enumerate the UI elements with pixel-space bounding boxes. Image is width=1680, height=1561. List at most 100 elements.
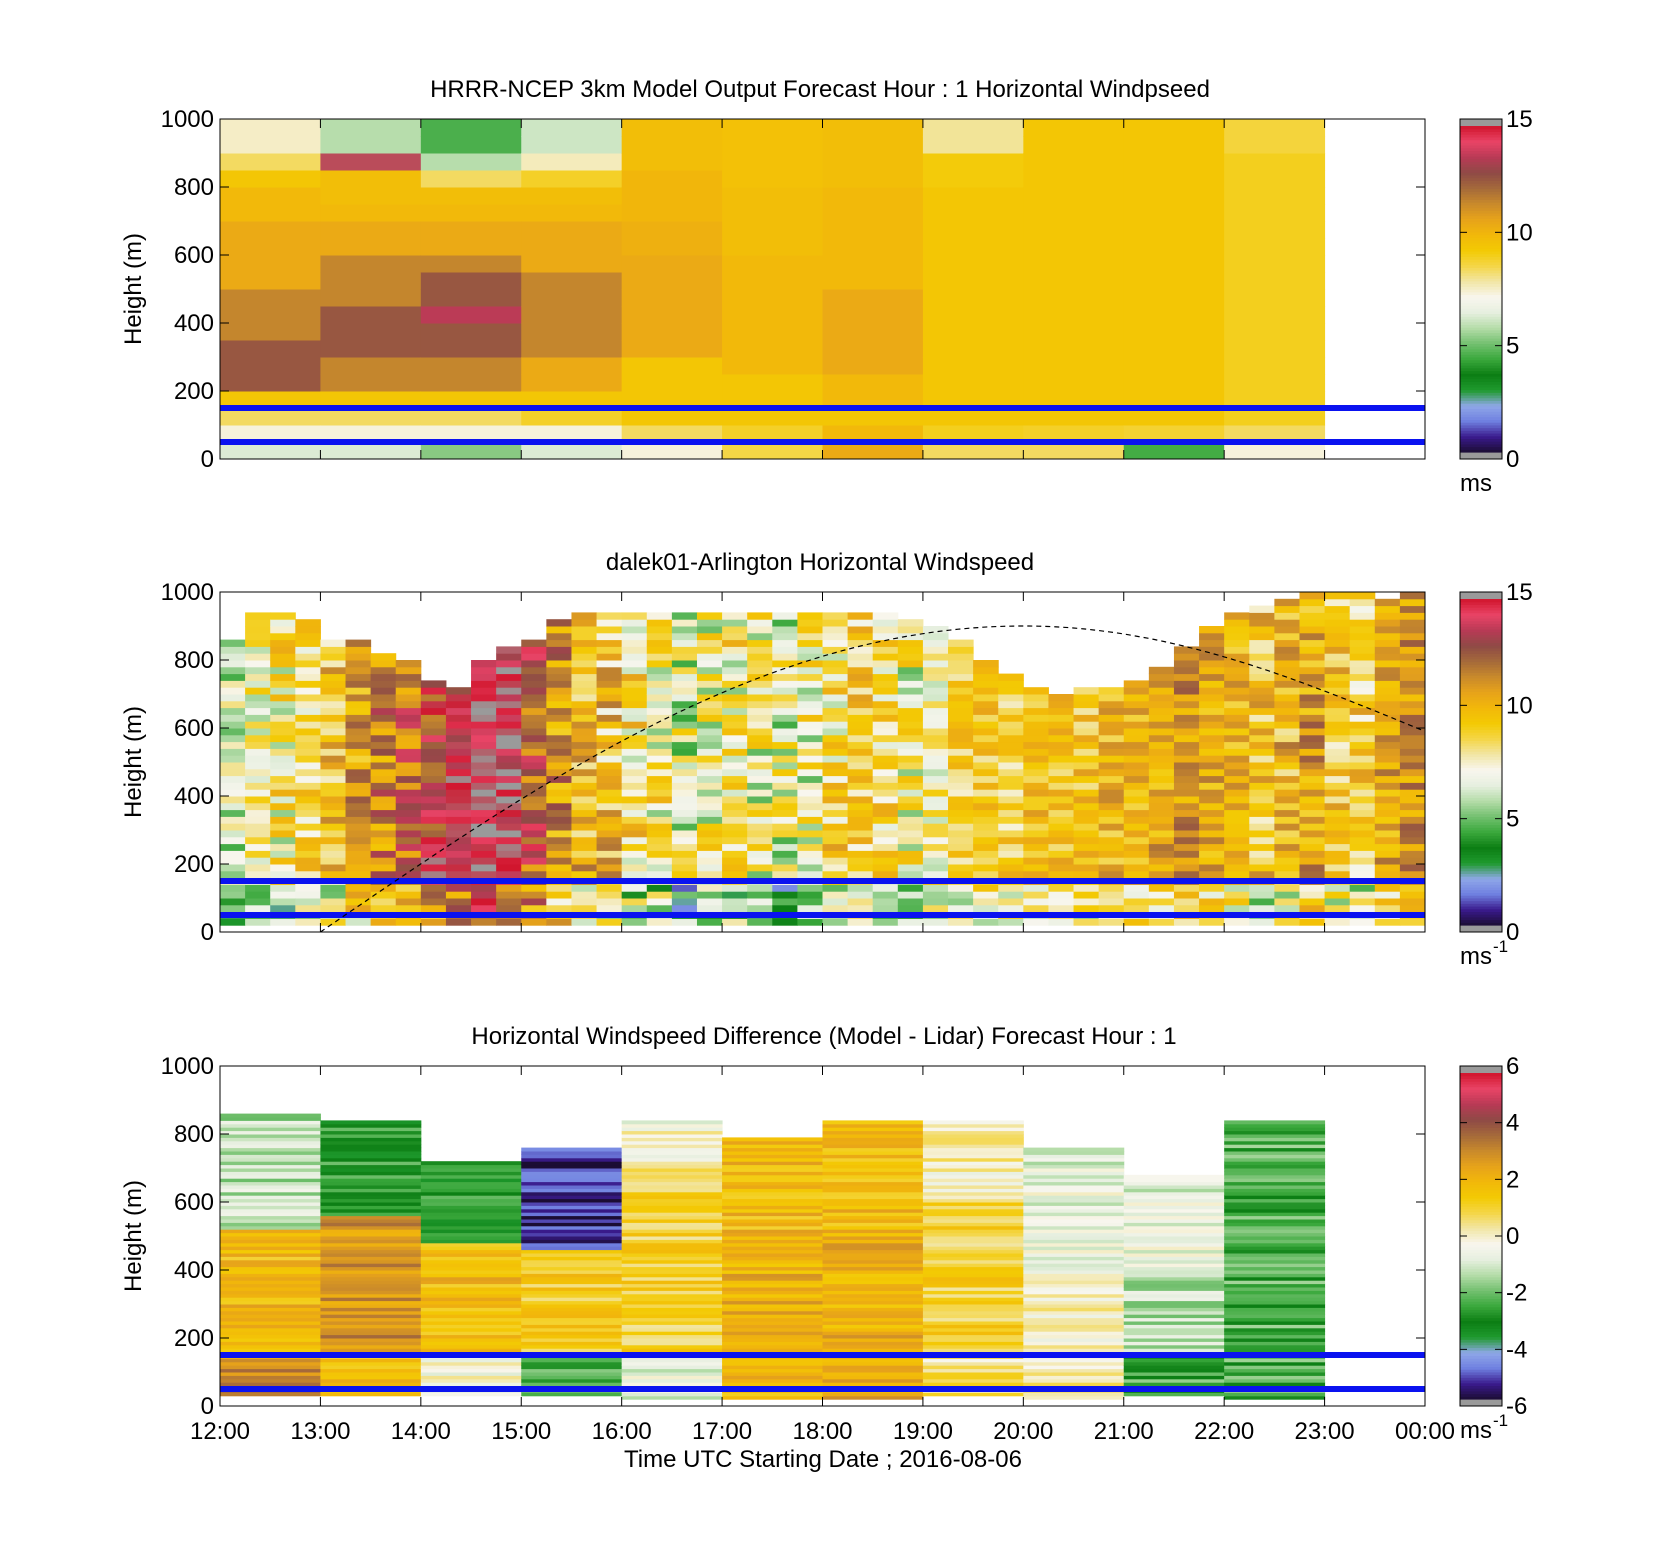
heatmap-cell	[1123, 1280, 1225, 1285]
heatmap-cell	[897, 666, 924, 675]
heatmap-cell	[320, 1276, 422, 1281]
heatmap-cell	[1123, 1225, 1225, 1230]
heatmap-cell	[1349, 884, 1376, 892]
heatmap-cell	[1349, 870, 1376, 879]
colorbar-tick-label: -4	[1506, 1336, 1527, 1363]
heatmap-cell	[772, 830, 798, 838]
heatmap-cell	[1224, 1297, 1326, 1302]
heatmap-cell	[1098, 884, 1125, 892]
heatmap-cell	[1224, 1372, 1326, 1376]
heatmap-cells	[220, 119, 1326, 460]
heatmap-cell	[420, 728, 447, 736]
heatmap-cell	[420, 918, 447, 926]
heatmap-cell	[696, 782, 723, 790]
heatmap-cell	[646, 775, 673, 783]
heatmap-cell	[320, 1151, 422, 1155]
heatmap-cell	[220, 857, 246, 865]
heatmap-cell	[998, 714, 1024, 722]
heatmap-cell	[1123, 374, 1225, 392]
heatmap-cell	[973, 816, 999, 824]
heatmap-cell	[270, 891, 296, 899]
heatmap-cell	[220, 891, 246, 899]
heatmap-cell	[270, 612, 296, 620]
heatmap-cell	[1274, 823, 1300, 831]
heatmap-cell	[1023, 857, 1049, 865]
heatmap-cell	[696, 646, 723, 654]
heatmap-cell	[747, 857, 773, 865]
heatmap-cell	[747, 646, 773, 654]
heatmap-cell	[420, 830, 447, 838]
heatmap-cell	[1199, 768, 1225, 777]
heatmap-cell	[220, 748, 246, 756]
heatmap-cell	[521, 1208, 623, 1213]
heatmap-cell	[596, 612, 623, 620]
heatmap-cell	[1349, 714, 1376, 722]
heatmap-cell	[220, 221, 321, 239]
heatmap-cell	[320, 1375, 422, 1380]
heatmap-cell	[722, 1327, 823, 1332]
colorbar-segment	[1460, 870, 1502, 874]
heatmap-cell	[1224, 898, 1250, 906]
heatmap-cell	[596, 660, 623, 668]
heatmap-cell	[1123, 1178, 1225, 1183]
heatmap-cell	[546, 836, 572, 845]
heatmap-cell	[1249, 605, 1275, 613]
heatmap-cell	[722, 187, 823, 205]
heatmap-cell	[621, 1219, 723, 1223]
heatmap-cell	[521, 904, 547, 913]
heatmap-cell	[420, 1266, 522, 1271]
heatmap-cell	[1224, 1168, 1326, 1172]
heatmap-cell	[998, 809, 1024, 817]
heatmap-cell	[1199, 700, 1225, 709]
heatmap-cell	[1374, 904, 1401, 913]
heatmap-cell	[722, 1304, 823, 1308]
heatmap-cell	[521, 374, 623, 392]
heatmap-cell	[1173, 728, 1200, 736]
heatmap-cell	[1324, 816, 1351, 824]
heatmap-cell	[822, 782, 849, 790]
heatmap-cell	[998, 707, 1024, 715]
heatmap-cell	[621, 1341, 723, 1346]
colorbar-segment	[1460, 1219, 1502, 1224]
y-tick-label: 0	[201, 446, 214, 473]
heatmap-cell	[1324, 721, 1351, 729]
heatmap-cell	[1399, 891, 1426, 899]
heatmap-cell	[521, 1300, 623, 1305]
heatmap-cell	[496, 666, 522, 675]
heatmap-cell	[521, 340, 623, 358]
colorbar-tick-label: -2	[1506, 1280, 1527, 1307]
heatmap-cell	[1349, 891, 1376, 899]
heatmap-cell	[1299, 666, 1326, 675]
heatmap-cell	[621, 1178, 723, 1183]
heatmap-cell	[1399, 666, 1426, 675]
heatmap-cell	[922, 1259, 1024, 1264]
heatmap-cell	[1123, 136, 1225, 154]
heatmap-cell	[1048, 768, 1075, 777]
heatmap-cell	[1148, 850, 1175, 858]
heatmap-cell	[320, 816, 347, 824]
heatmap-cell	[320, 1191, 422, 1196]
heatmap-cell	[847, 904, 874, 913]
heatmap-cell	[1274, 755, 1300, 763]
heatmap-cell	[1073, 898, 1100, 906]
heatmap-cell	[797, 721, 823, 729]
heatmap-cell	[822, 1327, 924, 1332]
heatmap-cell	[797, 768, 823, 777]
heatmap-cell	[1173, 850, 1200, 858]
colorbar-segment	[1460, 1132, 1502, 1137]
heatmap-cell	[496, 687, 522, 695]
heatmap-cell	[1199, 660, 1225, 668]
heatmap-cell	[822, 1157, 924, 1162]
colorbar-segment	[1460, 302, 1502, 306]
heatmap-cell	[546, 870, 572, 879]
heatmap-cell	[973, 755, 999, 763]
heatmap-cell	[1098, 870, 1125, 879]
heatmap-cell	[722, 904, 748, 913]
heatmap-cell	[922, 673, 949, 681]
heatmap-cell	[722, 1270, 823, 1274]
heatmap-cell	[420, 816, 447, 824]
heatmap-cell	[872, 823, 899, 831]
heatmap-cell	[872, 768, 899, 777]
heatmap-cell	[1324, 775, 1351, 783]
heatmap-cell	[1148, 694, 1175, 702]
